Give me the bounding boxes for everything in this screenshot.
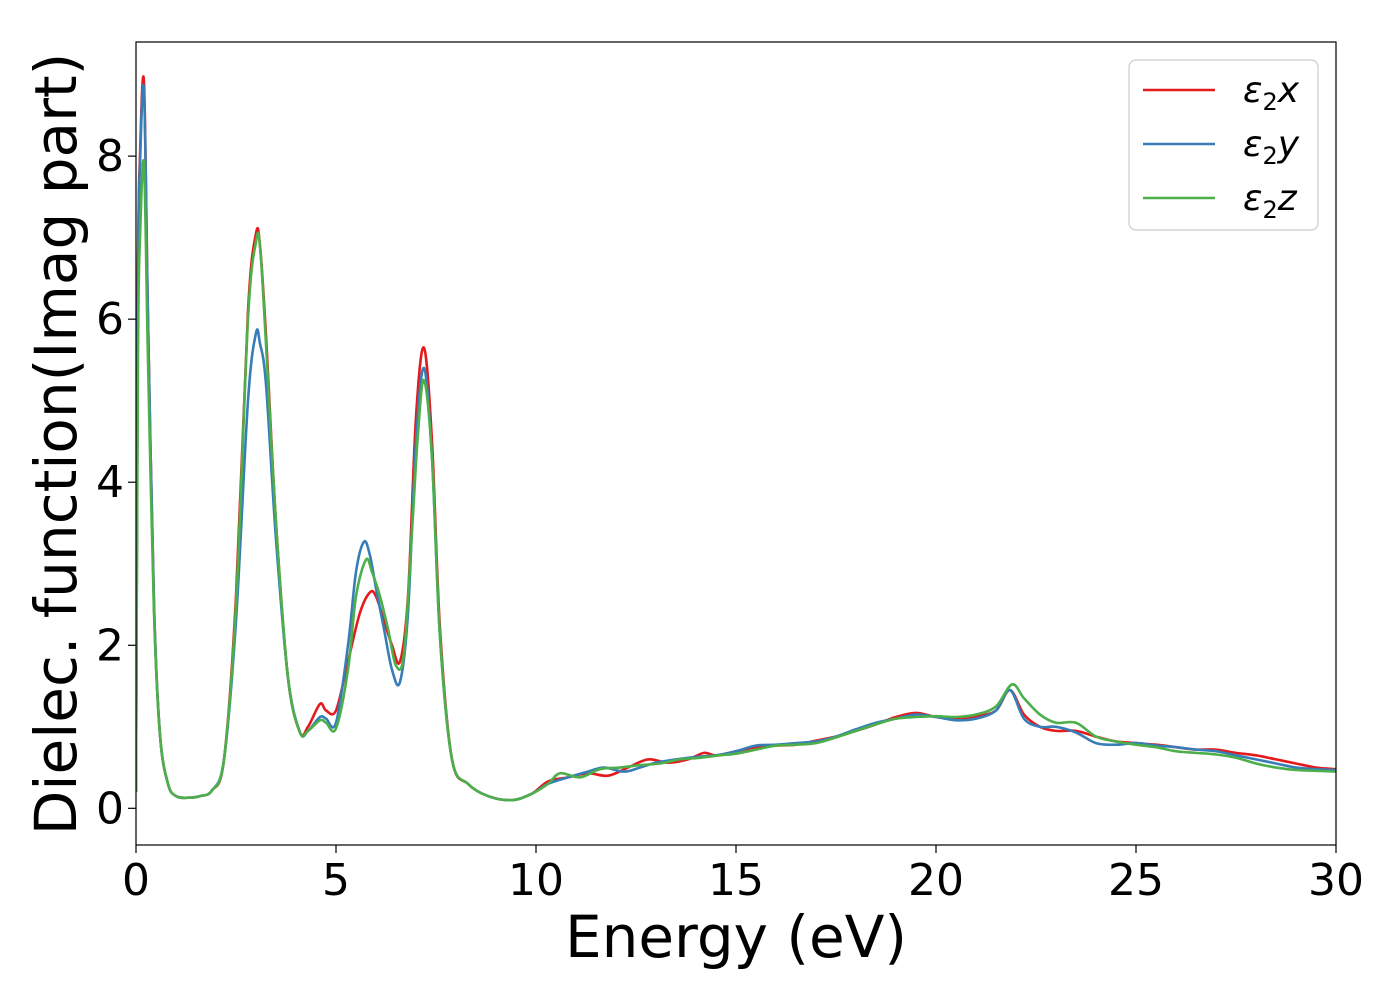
y-tick-label: 8 — [96, 131, 124, 182]
x-tick-label: 10 — [508, 855, 564, 906]
legend: ε2x ε2y ε2z — [1128, 59, 1319, 231]
x-tick-label: 25 — [1108, 855, 1164, 906]
x-axis-ticks: 0 5 10 15 20 25 30 — [122, 845, 1364, 906]
legend-label-y: ε2y — [1243, 124, 1300, 170]
series-line-z — [136, 159, 1336, 802]
x-axis-label: Energy (eV) — [565, 903, 907, 971]
y-axis-ticks: 0 2 4 6 8 — [96, 131, 136, 834]
y-tick-label: 4 — [96, 457, 124, 508]
x-tick-label: 5 — [322, 855, 350, 906]
y-tick-label: 6 — [96, 294, 124, 345]
x-tick-label: 15 — [708, 855, 764, 906]
legend-label-z: ε2z — [1243, 178, 1298, 224]
x-tick-label: 20 — [908, 855, 964, 906]
x-tick-label: 0 — [122, 855, 150, 906]
plot-lines — [136, 75, 1336, 802]
y-axis-label: Dielec. function(Imag part) — [22, 53, 90, 836]
legend-label-x: ε2x — [1243, 70, 1300, 116]
legend-box — [1128, 59, 1319, 231]
y-tick-label: 2 — [96, 620, 124, 671]
x-tick-label: 30 — [1308, 855, 1364, 906]
y-tick-label: 0 — [96, 783, 124, 834]
